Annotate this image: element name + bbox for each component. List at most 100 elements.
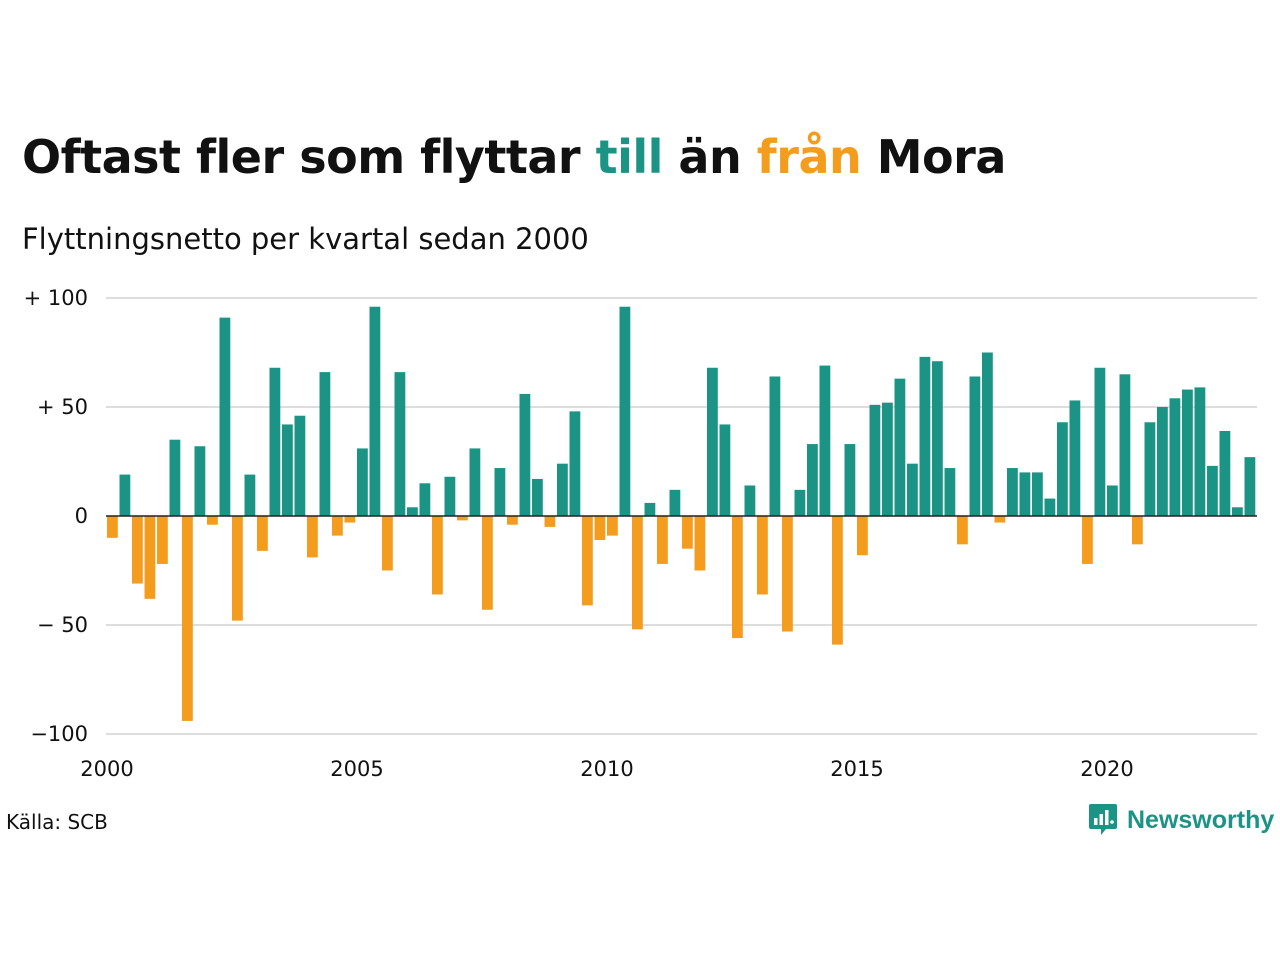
bar [369,306,381,516]
chart-title: Oftast fler som flyttar till än från Mor… [22,130,1006,184]
bar [607,516,618,536]
bar [457,516,468,521]
bar [469,448,481,516]
bar [1119,374,1131,516]
bar [957,516,968,545]
bar [1182,389,1193,516]
bar [107,516,118,538]
bar [707,367,718,516]
bar [907,463,918,516]
bar [1132,516,1143,545]
title-part: Mora [861,130,1007,184]
bar [1057,422,1068,516]
bar [919,356,931,516]
bar [794,489,806,516]
bar [1069,400,1081,516]
bar [394,372,406,516]
bar [494,468,506,516]
bar [157,516,168,564]
bar [594,516,606,540]
title-part: än [662,130,757,184]
bar [657,516,668,564]
bar [182,516,193,721]
bar [444,476,456,516]
bar [869,404,881,516]
bar [1082,516,1093,564]
bar [519,393,531,516]
bar [557,463,568,516]
bar [1019,472,1031,516]
bar [1207,465,1218,516]
bar [382,516,393,571]
bar [407,507,418,516]
bar [1032,472,1043,516]
bar [244,474,256,516]
bar [119,474,131,516]
title-part: Oftast fler som flyttar [22,130,596,184]
source-note: Källa: SCB [6,810,108,834]
bar [694,516,706,571]
bar [232,516,243,621]
brand-logo: Newsworthy [1088,802,1274,838]
bar [1219,430,1231,516]
y-tick-label: − 50 [37,613,88,637]
title-highlight-fran: från [756,130,862,184]
bar [257,516,268,551]
bar [132,516,143,584]
bar [819,365,831,516]
bar [932,361,943,516]
bar [1144,422,1156,516]
bar [307,516,318,558]
bar [507,516,518,525]
y-tick-label: + 100 [24,286,88,310]
bar [832,516,843,645]
bar [582,516,593,606]
bar [732,516,743,639]
bar [269,367,281,516]
bar [1044,498,1056,516]
bar [894,378,906,516]
bar [207,516,218,525]
bar [432,516,443,595]
y-tick-label: −100 [30,722,88,746]
bar [194,446,206,516]
x-tick-label: 2005 [330,757,383,781]
bar [344,516,356,523]
bar [857,516,868,556]
bar [944,468,956,516]
bar [569,411,581,516]
bar [807,444,818,516]
bar [294,415,306,516]
bar [1232,507,1243,516]
y-axis: + 100 + 50 0 − 50 −100 [24,286,88,746]
title-highlight-till: till [595,130,664,184]
x-tick-label: 2015 [830,757,883,781]
bar [219,317,231,516]
x-tick-label: 2000 [80,757,133,781]
bar [1157,407,1168,516]
bar [1107,485,1118,516]
brand-name: Newsworthy [1127,805,1275,834]
bar [1007,468,1018,516]
y-tick-label: + 50 [37,395,88,419]
bar [357,448,368,516]
bar [482,516,493,610]
bar [169,439,181,516]
bar [544,516,556,527]
bar [632,516,643,630]
chart-subtitle: Flyttningsnetto per kvartal sedan 2000 [22,222,589,256]
gridlines [106,297,1257,735]
bar [332,516,343,536]
bar [844,444,856,516]
x-tick-label: 2010 [580,757,633,781]
y-tick-label: 0 [75,504,88,528]
bar [1169,398,1181,516]
bar [532,478,543,516]
bar [982,352,993,516]
bar [644,502,656,516]
bar [719,424,731,516]
bar [1194,387,1206,516]
bar [682,516,693,549]
bar [969,376,981,516]
bars [107,306,1256,721]
